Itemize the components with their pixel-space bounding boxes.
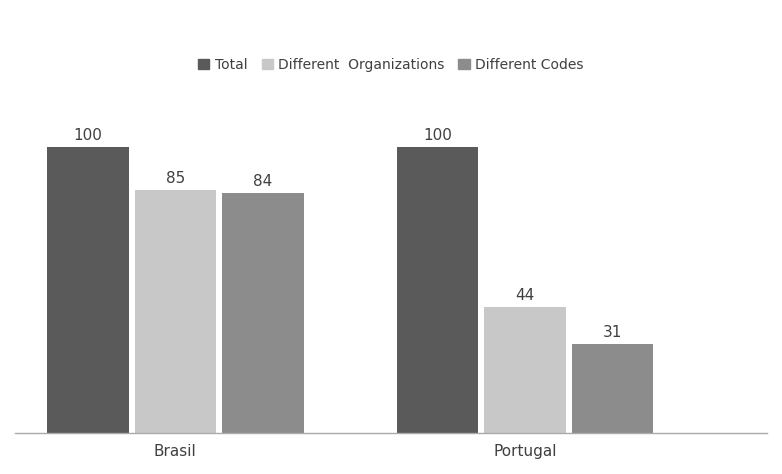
Bar: [135, 190, 216, 433]
Text: 84: 84: [253, 174, 272, 189]
Text: 100: 100: [74, 128, 102, 143]
Bar: [222, 193, 303, 433]
Bar: [396, 147, 479, 433]
Text: 31: 31: [603, 325, 622, 340]
Text: 100: 100: [423, 128, 452, 143]
Text: 44: 44: [515, 288, 535, 303]
Bar: [572, 345, 653, 433]
Legend: Total, Different  Organizations, Different Codes: Total, Different Organizations, Differen…: [193, 53, 589, 78]
Text: 85: 85: [166, 171, 185, 186]
Bar: [484, 307, 566, 433]
Bar: [47, 147, 129, 433]
